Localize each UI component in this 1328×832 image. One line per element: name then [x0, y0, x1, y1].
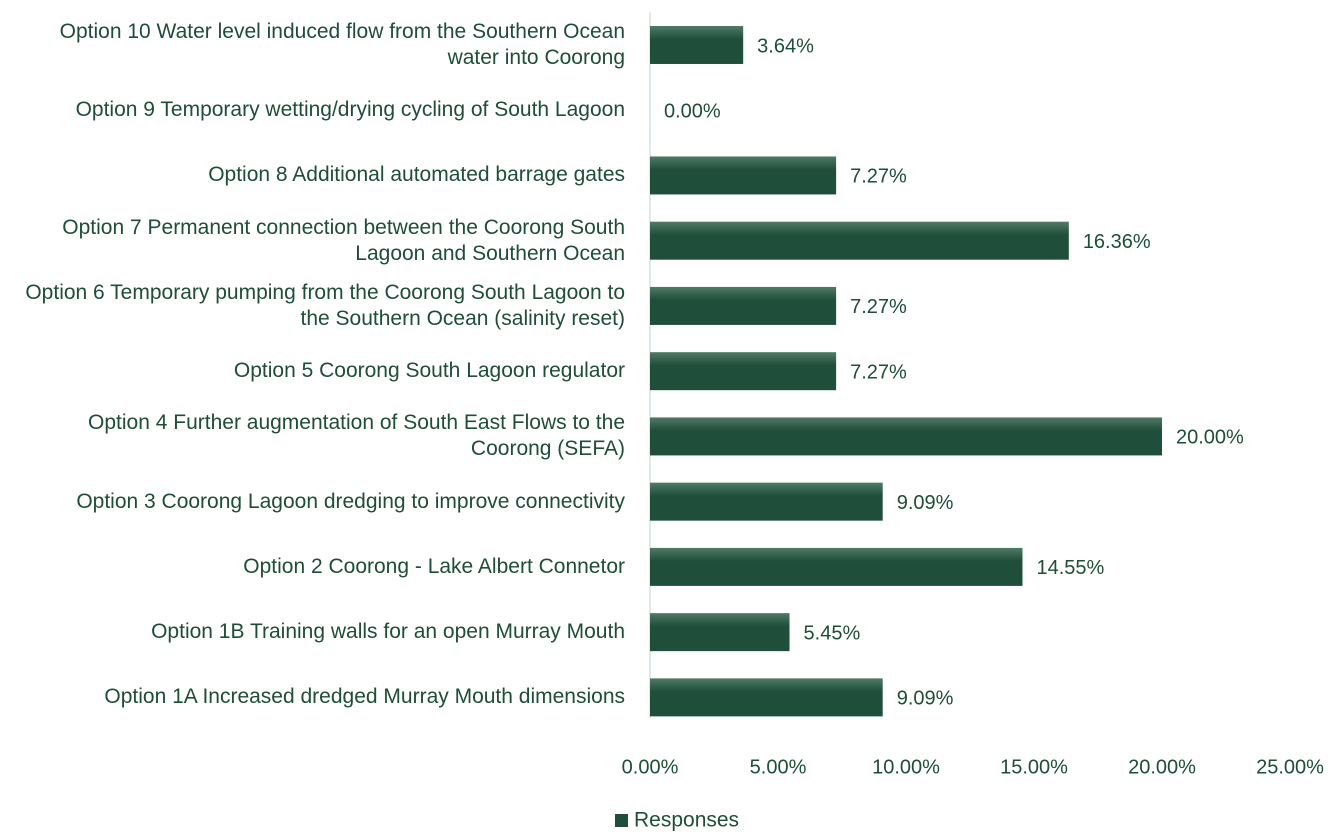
x-tick-label: 15.00% — [1000, 756, 1068, 778]
category-label: Option 4 Further augmentation of South E… — [88, 411, 625, 461]
data-label: 9.09% — [897, 688, 954, 710]
data-label: 7.27% — [850, 361, 907, 383]
data-label: 9.09% — [897, 492, 954, 514]
category-label: Option 3 Coorong Lagoon dredging to impr… — [76, 489, 625, 513]
category-label: Option 5 Coorong South Lagoon regulator — [233, 359, 625, 383]
x-tick-label: 20.00% — [1128, 756, 1196, 778]
data-label: 16.36% — [1083, 231, 1151, 253]
bar — [650, 482, 883, 521]
x-tick-label: 5.00% — [750, 756, 807, 778]
legend-label: Responses — [634, 809, 739, 832]
bar — [650, 286, 837, 325]
category-label: Option 2 Coorong - Lake Albert Connetor — [243, 554, 625, 578]
bar — [650, 613, 790, 652]
data-label: 0.00% — [664, 100, 721, 122]
bar — [650, 352, 837, 391]
category-label: Option 1A Increased dredged Murray Mouth… — [104, 685, 625, 709]
legend-swatch — [615, 814, 628, 827]
category-label: Option 8 Additional automated barrage ga… — [208, 163, 625, 187]
data-label: 7.27% — [850, 166, 907, 188]
category-label: Option 9 Temporary wetting/drying cyclin… — [75, 98, 625, 122]
category-label: Option 10 Water level induced flow from … — [59, 19, 625, 69]
bar — [650, 221, 1069, 260]
data-label: 14.55% — [1036, 557, 1104, 579]
category-label: Option 6 Temporary pumping from the Coor… — [25, 280, 625, 330]
x-tick-label: 10.00% — [872, 756, 940, 778]
bar — [650, 25, 744, 64]
data-label: 20.00% — [1176, 427, 1244, 449]
data-label: 3.64% — [757, 35, 814, 57]
bar — [650, 156, 837, 195]
category-label: Option 1B Training walls for an open Mur… — [151, 620, 625, 644]
category-label: Option 7 Permanent connection between th… — [62, 215, 625, 265]
data-label: 7.27% — [850, 296, 907, 318]
bar — [650, 678, 883, 717]
x-tick-label: 0.00% — [622, 756, 679, 778]
bar — [650, 547, 1023, 586]
x-tick-label: 25.00% — [1256, 756, 1324, 778]
data-label: 5.45% — [804, 622, 861, 644]
bar — [650, 417, 1162, 456]
